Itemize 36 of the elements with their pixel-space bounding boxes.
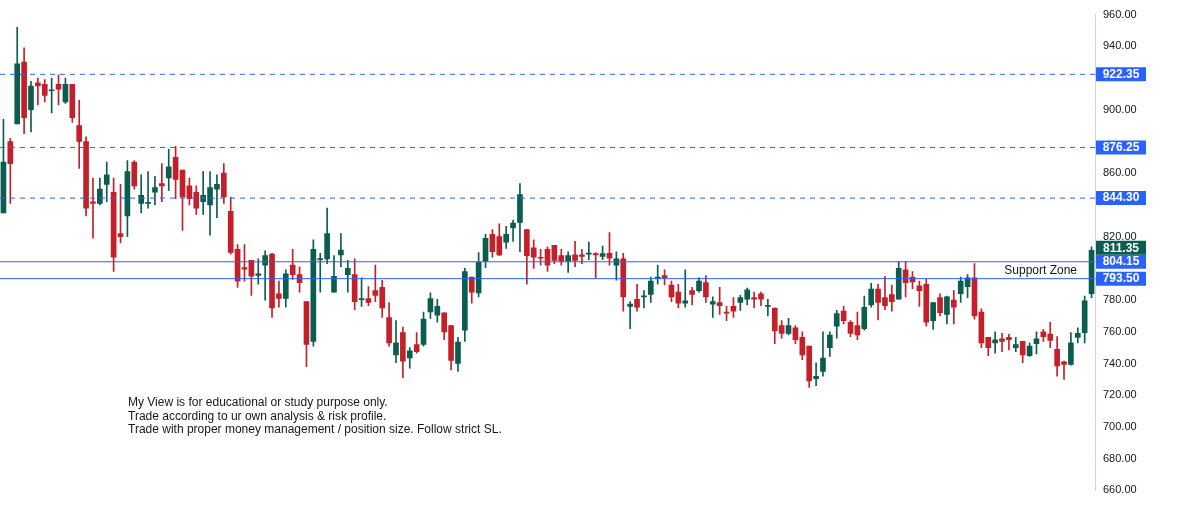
candlestick [765,298,771,317]
candlestick [159,163,165,203]
y-tick-label: 860.00 [1103,166,1137,179]
y-tick-label: 940.00 [1103,39,1137,52]
candlestick [338,233,344,268]
annotation: Trade with proper money management / position size. Follow strict SL. [128,422,502,437]
candlestick [627,301,633,329]
ref-line-label: 922.35 [1102,66,1140,81]
candlestick [152,176,158,206]
y-tick-label: 960.00 [1103,7,1137,20]
annotation: Support Zone [1004,263,1078,278]
text: 811.35 [1102,240,1140,255]
candlestick [255,258,262,285]
ref-line-label: 804.15 [1102,254,1140,269]
candlestick [592,252,599,279]
candlestick [716,287,723,315]
candlestick [709,296,716,318]
y-tick-label: 680.00 [1103,451,1137,464]
y-tick-label: 740.00 [1103,356,1137,369]
annotation: Trade according to ur own analysis & risk profile. [128,408,387,423]
y-tick-label: 700.00 [1103,419,1137,432]
y-tick-label: 760.00 [1103,324,1137,337]
ref-line-label: 876.25 [1102,139,1140,154]
y-tick-label: 660.00 [1103,483,1137,496]
y-tick-label: 780.00 [1103,293,1137,306]
y-tick-label: 900.00 [1103,102,1137,115]
annotation: My View is for educational or study purpose only. [128,395,388,410]
candlestick [992,331,998,354]
candlestick [950,290,957,325]
ref-line-label: 793.50 [1102,270,1140,285]
y-tick-label: 720.00 [1103,388,1137,401]
y-tick-label: 820.00 [1103,229,1137,242]
candlestick [813,362,819,387]
ref-line-label: 844.30 [1102,190,1140,205]
candlestick [510,219,516,242]
candlestick [682,269,689,308]
